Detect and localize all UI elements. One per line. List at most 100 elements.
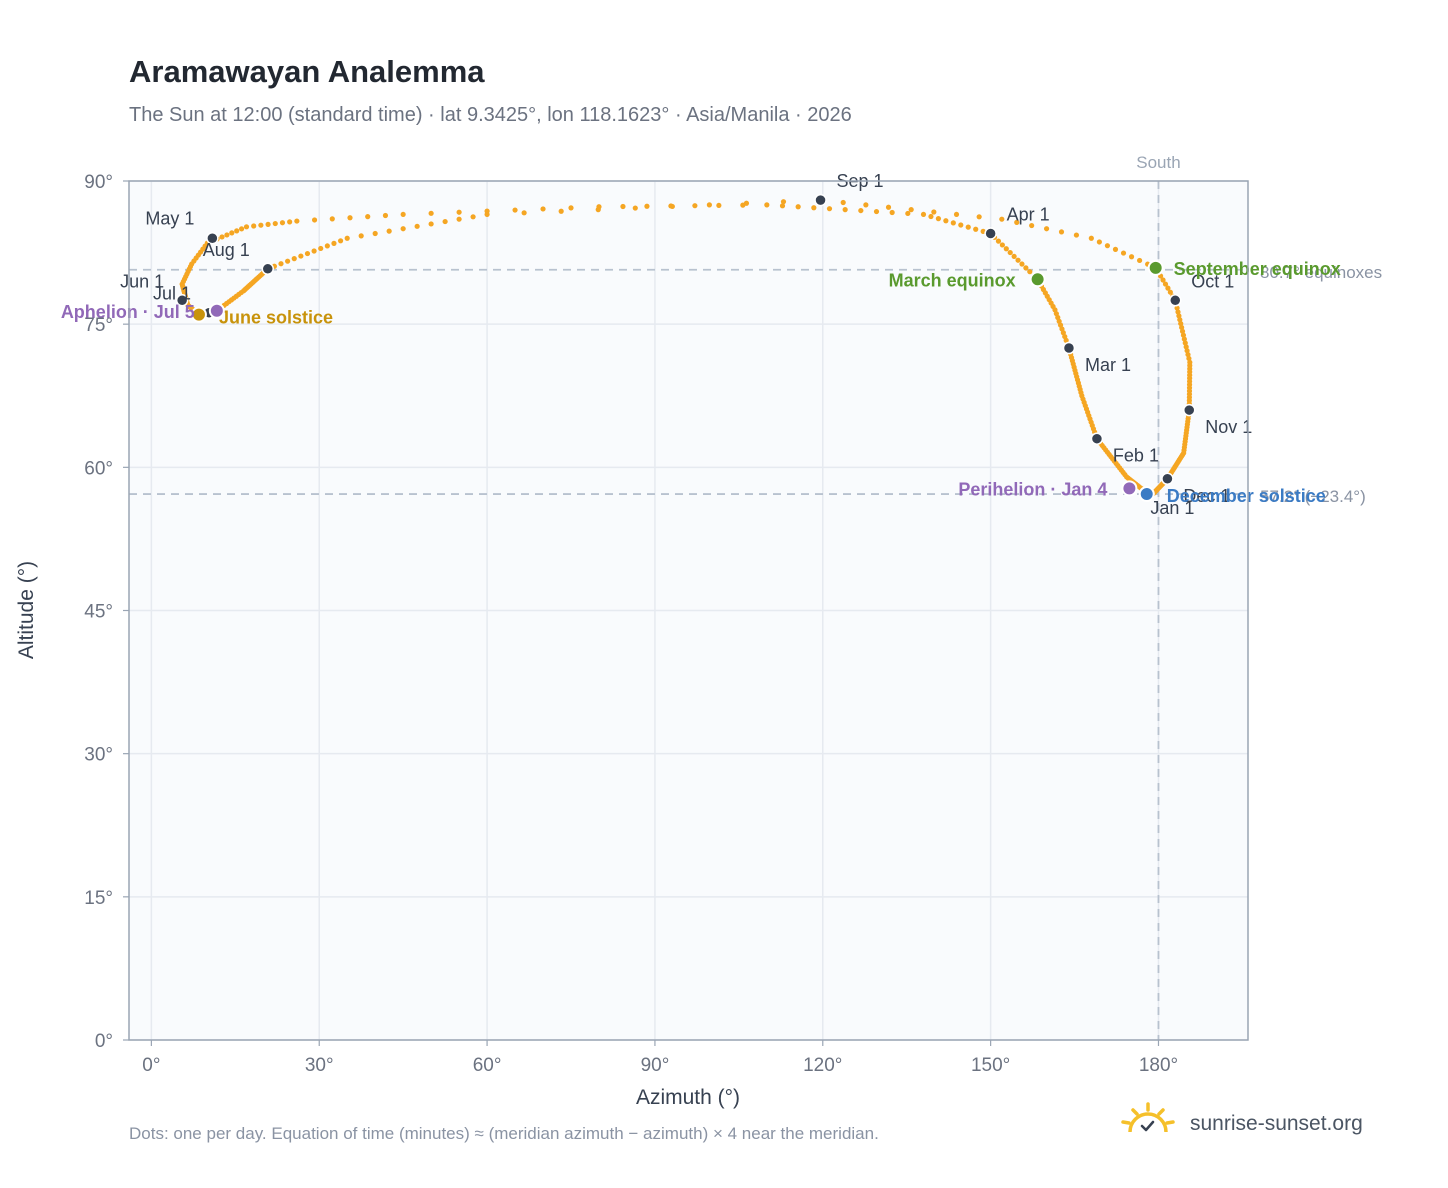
day-dot: [512, 207, 518, 213]
day-dot: [311, 248, 317, 254]
day-dot: [995, 238, 1002, 244]
day-dot: [779, 203, 786, 209]
chart-subtitle: The Sun at 12:00 (standard time) · lat 9…: [129, 104, 852, 126]
day-dot: [716, 202, 722, 209]
day-dot: [1015, 257, 1021, 263]
day-dot: [1179, 324, 1185, 331]
south-label: South: [1136, 153, 1180, 172]
day-dot: [243, 224, 250, 230]
day-dot: [1167, 289, 1173, 295]
reference-lines: South 80.7° equinoxes 57.2° (−23.4°): [129, 153, 1382, 1040]
y-tick-label: 15°: [84, 888, 113, 909]
day-dot: [931, 209, 937, 215]
month-marker-dot: [814, 193, 827, 207]
day-dot: [1007, 249, 1013, 256]
day-dot: [1073, 232, 1080, 238]
day-dot: [234, 228, 240, 234]
day-dot: [743, 200, 750, 206]
event-marker-dot: [1121, 480, 1138, 497]
day-dot: [278, 261, 284, 267]
month-marker-label: Nov 1: [1205, 417, 1252, 437]
day-dot: [1019, 261, 1025, 267]
day-dot: [1136, 257, 1143, 264]
day-dot: [692, 203, 698, 209]
day-dot: [1177, 317, 1183, 323]
sun-logo-icon: [1121, 1102, 1175, 1133]
day-dot: [928, 213, 934, 220]
x-tick-label: 180°: [1139, 1055, 1178, 1076]
day-dot: [595, 207, 601, 213]
day-dot: [1029, 222, 1035, 229]
day-dot: [258, 222, 264, 228]
day-dot: [400, 211, 406, 218]
day-dot: [620, 203, 626, 210]
day-dot: [298, 253, 304, 259]
day-dot: [1027, 269, 1033, 275]
day-dot: [318, 245, 324, 252]
day-dot: [324, 243, 330, 249]
x-tick-label: 150°: [971, 1055, 1010, 1076]
day-dot: [329, 216, 335, 222]
day-dot: [706, 202, 712, 208]
day-dot: [337, 238, 344, 244]
day-dot: [965, 224, 971, 230]
x-tick-label: 60°: [473, 1055, 502, 1076]
x-tick-label: 30°: [305, 1055, 334, 1076]
day-dot: [1023, 265, 1029, 271]
day-dot: [279, 220, 286, 226]
x-axis-label: Azimuth (°): [636, 1086, 740, 1109]
brand-logo[interactable]: sunrise-sunset.org: [1120, 1102, 1390, 1146]
event-marker-dot: [1138, 486, 1155, 503]
event-marker-dot: [208, 302, 225, 319]
day-dot: [973, 226, 979, 232]
day-dot: [365, 214, 371, 220]
day-dot: [272, 220, 278, 227]
day-dot: [400, 226, 406, 232]
day-dot: [558, 208, 564, 214]
day-dot: [1088, 235, 1094, 241]
day-dot: [935, 216, 942, 222]
day-dot: [1014, 219, 1020, 225]
day-dot: [456, 216, 462, 222]
event-markers: March equinox September equinox June solst…: [61, 259, 1341, 506]
day-dot: [291, 256, 297, 262]
day-dot: [1183, 344, 1189, 350]
event-marker-label: June solstice: [219, 308, 333, 328]
month-marker-label: Oct 1: [1191, 271, 1234, 291]
day-dot: [958, 222, 964, 228]
day-dot: [521, 210, 527, 216]
day-dot: [999, 242, 1005, 248]
day-dot: [1184, 348, 1190, 354]
day-dot: [304, 250, 311, 257]
month-marker-label: May 1: [145, 208, 194, 228]
x-axis-ticks: 0° 30° 60° 90° 120° 150° 180°: [142, 1040, 1178, 1076]
day-dot: [568, 205, 574, 211]
day-dot: [863, 202, 869, 208]
day-dot: [842, 207, 848, 213]
day-dot: [414, 223, 420, 229]
day-dot: [1174, 305, 1180, 311]
day-dot: [219, 234, 225, 240]
day-dot: [1176, 313, 1182, 319]
month-marker-label: Apr 1: [1007, 204, 1050, 224]
day-dot: [943, 218, 949, 224]
day-dot: [347, 215, 353, 221]
day-dot: [811, 205, 817, 211]
month-marker-dot: [1183, 403, 1196, 417]
day-dot: [1165, 285, 1171, 291]
brand-name: sunrise-sunset.org: [1190, 1112, 1363, 1135]
day-dot: [1175, 309, 1181, 315]
month-marker-dot: [1062, 341, 1076, 355]
day-dot: [840, 199, 846, 206]
month-marker-dot: [984, 227, 997, 240]
day-dot: [1178, 320, 1184, 327]
day-dot: [632, 205, 638, 211]
day-dot: [1185, 351, 1191, 358]
day-dot: [905, 210, 911, 217]
event-marker-dot: [1029, 271, 1046, 288]
analemma-path: [179, 197, 1193, 497]
day-dot: [358, 233, 364, 239]
day-dot: [953, 211, 960, 218]
day-dot: [331, 240, 337, 246]
